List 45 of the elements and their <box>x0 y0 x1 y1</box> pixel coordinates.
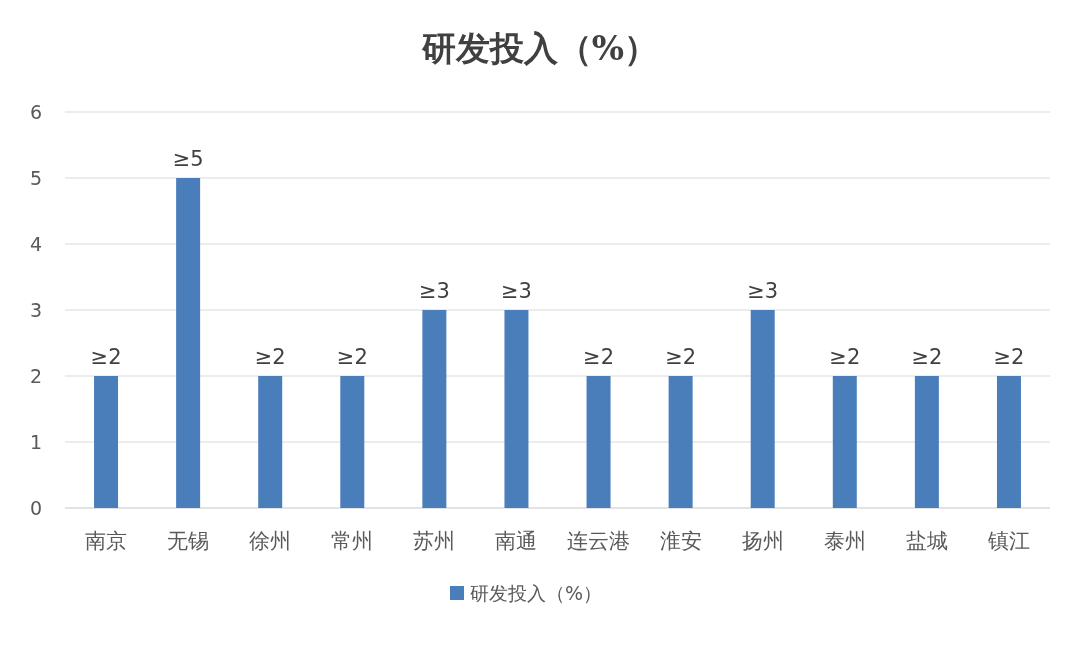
y-tick-label: 0 <box>29 497 43 519</box>
x-tick-label: 常州 <box>331 529 374 553</box>
x-tick-label: 苏州 <box>413 529 456 553</box>
data-label: ≥2 <box>583 345 615 369</box>
bar <box>914 376 939 508</box>
bar <box>586 376 611 508</box>
bar <box>340 376 365 508</box>
data-label: ≥5 <box>172 147 204 171</box>
data-label: ≥2 <box>336 345 368 369</box>
data-label: ≥2 <box>911 345 943 369</box>
y-tick-label: 1 <box>29 431 43 453</box>
data-label: ≥2 <box>254 345 286 369</box>
y-tick-label: 2 <box>29 365 43 387</box>
x-tick-label: 徐州 <box>249 529 292 553</box>
data-label: ≥2 <box>829 345 861 369</box>
x-tick-label: 南京 <box>85 529 128 553</box>
bar <box>258 376 283 508</box>
x-tick-label: 无锡 <box>167 529 210 553</box>
data-label: ≥3 <box>747 279 779 303</box>
bar <box>504 310 529 508</box>
y-tick-label: 4 <box>29 233 43 255</box>
bar <box>176 178 201 508</box>
data-label: ≥3 <box>418 279 450 303</box>
bar <box>750 310 775 508</box>
bar <box>668 376 693 508</box>
x-tick-label: 泰州 <box>823 529 866 553</box>
data-label: ≥3 <box>500 279 532 303</box>
bar <box>94 376 119 508</box>
x-tick-label: 盐城 <box>905 529 948 553</box>
data-label: ≥2 <box>993 345 1025 369</box>
legend-label: 研发投入（%） <box>470 582 603 604</box>
x-tick-label: 南通 <box>495 529 538 553</box>
x-tick-label: 淮安 <box>659 529 702 553</box>
x-tick-label: 扬州 <box>741 529 784 553</box>
bar <box>422 310 447 508</box>
bar <box>996 376 1021 508</box>
x-tick-label: 连云港 <box>567 529 631 553</box>
data-label: ≥2 <box>90 345 122 369</box>
x-tick-label: 镇江 <box>986 529 1030 553</box>
y-tick-label: 5 <box>29 167 43 189</box>
data-label: ≥2 <box>665 345 697 369</box>
bar <box>832 376 857 508</box>
y-tick-label: 3 <box>29 299 43 321</box>
chart-title: 研发投入（%） <box>420 28 659 68</box>
y-tick-label: 6 <box>29 101 43 123</box>
